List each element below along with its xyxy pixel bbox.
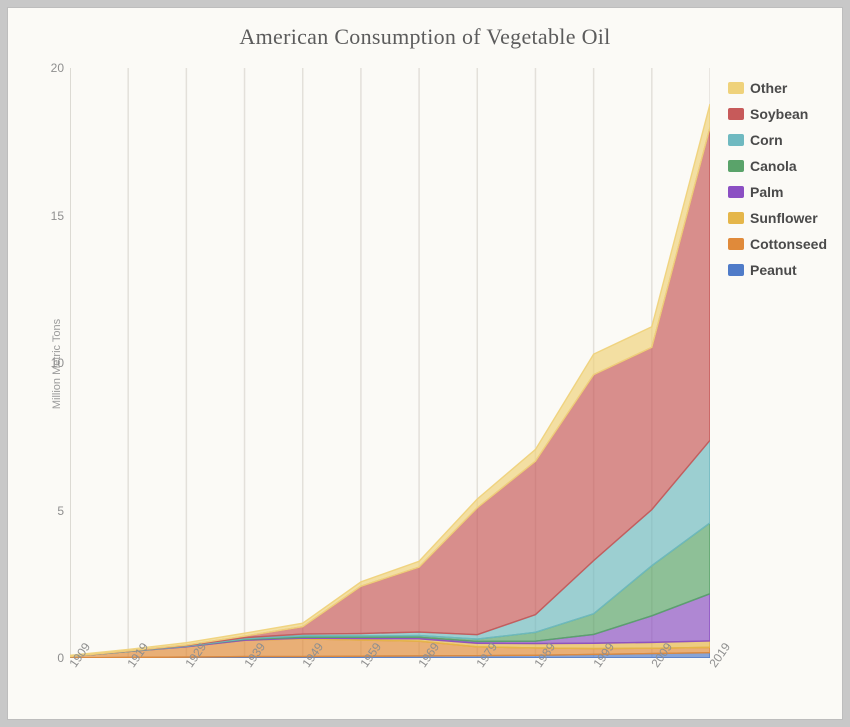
plot-area: 0510152019091919192919391949195919691979…: [70, 68, 710, 658]
legend-swatch: [728, 264, 744, 276]
chart-svg: [70, 68, 710, 658]
x-tick-label: 2019: [706, 640, 733, 670]
y-tick-label: 10: [51, 356, 64, 370]
legend-label: Corn: [750, 132, 783, 148]
legend-item-sunflower: Sunflower: [728, 210, 827, 226]
legend-label: Sunflower: [750, 210, 818, 226]
legend-swatch: [728, 108, 744, 120]
y-tick-label: 0: [57, 651, 64, 665]
legend-swatch: [728, 186, 744, 198]
legend-item-cottonseed: Cottonseed: [728, 236, 827, 252]
legend-label: Cottonseed: [750, 236, 827, 252]
legend-item-peanut: Peanut: [728, 262, 827, 278]
legend: Other Soybean Corn Canola Palm Sunflower Cotto…: [728, 80, 827, 288]
legend-swatch: [728, 134, 744, 146]
legend-swatch: [728, 212, 744, 224]
chart-frame: American Consumption of Vegetable Oil Mi…: [8, 8, 842, 719]
legend-label: Soybean: [750, 106, 808, 122]
legend-swatch: [728, 82, 744, 94]
legend-item-corn: Corn: [728, 132, 827, 148]
legend-swatch: [728, 160, 744, 172]
legend-item-soybean: Soybean: [728, 106, 827, 122]
legend-item-canola: Canola: [728, 158, 827, 174]
legend-label: Peanut: [750, 262, 797, 278]
legend-label: Canola: [750, 158, 797, 174]
y-tick-label: 20: [51, 61, 64, 75]
legend-item-other: Other: [728, 80, 827, 96]
legend-item-palm: Palm: [728, 184, 827, 200]
chart-title: American Consumption of Vegetable Oil: [8, 24, 842, 50]
y-tick-label: 5: [57, 504, 64, 518]
legend-label: Other: [750, 80, 787, 96]
legend-label: Palm: [750, 184, 783, 200]
legend-swatch: [728, 238, 744, 250]
y-tick-label: 15: [51, 209, 64, 223]
